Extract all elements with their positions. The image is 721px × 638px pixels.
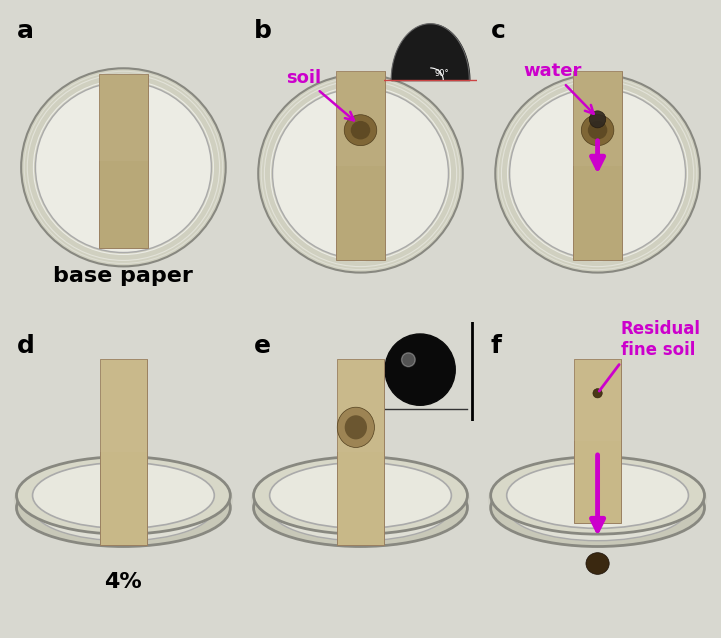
Ellipse shape (586, 553, 609, 574)
Text: e: e (254, 334, 270, 359)
Ellipse shape (590, 111, 606, 128)
Bar (573, 71, 622, 166)
Bar (337, 359, 384, 452)
Bar (100, 359, 146, 545)
Ellipse shape (21, 68, 226, 267)
Ellipse shape (350, 121, 371, 140)
Ellipse shape (270, 475, 451, 540)
Bar (575, 359, 621, 441)
Ellipse shape (254, 469, 467, 547)
Text: d: d (17, 334, 35, 359)
Ellipse shape (345, 415, 367, 440)
Text: water: water (523, 63, 593, 114)
Ellipse shape (251, 456, 470, 543)
Ellipse shape (17, 469, 230, 547)
Ellipse shape (495, 75, 700, 272)
Text: a: a (17, 19, 33, 43)
Ellipse shape (488, 456, 707, 543)
Bar (336, 71, 385, 166)
Bar (337, 359, 384, 545)
Text: soil: soil (286, 68, 354, 121)
Text: f: f (491, 334, 502, 359)
Ellipse shape (344, 115, 377, 145)
Ellipse shape (507, 463, 689, 528)
Ellipse shape (507, 475, 689, 540)
Ellipse shape (337, 407, 374, 447)
Bar (575, 359, 621, 523)
Ellipse shape (32, 475, 214, 540)
Bar (100, 359, 146, 452)
Text: 4%: 4% (105, 572, 142, 592)
Ellipse shape (270, 463, 451, 528)
Text: base paper: base paper (53, 265, 193, 286)
Ellipse shape (32, 463, 214, 528)
Ellipse shape (510, 88, 686, 258)
Ellipse shape (35, 82, 211, 253)
Ellipse shape (588, 121, 607, 140)
Ellipse shape (581, 115, 614, 145)
Text: b: b (254, 19, 272, 43)
Ellipse shape (258, 75, 463, 272)
Bar (99, 75, 148, 161)
Ellipse shape (254, 457, 467, 534)
Text: c: c (491, 19, 505, 43)
Ellipse shape (14, 456, 233, 543)
Bar (99, 75, 148, 248)
Text: Residual
fine soil: Residual fine soil (621, 320, 701, 359)
Ellipse shape (491, 457, 704, 534)
Ellipse shape (273, 88, 448, 258)
Ellipse shape (491, 469, 704, 547)
Ellipse shape (17, 457, 230, 534)
Bar (573, 71, 622, 260)
Ellipse shape (593, 389, 602, 398)
Bar (336, 71, 385, 260)
